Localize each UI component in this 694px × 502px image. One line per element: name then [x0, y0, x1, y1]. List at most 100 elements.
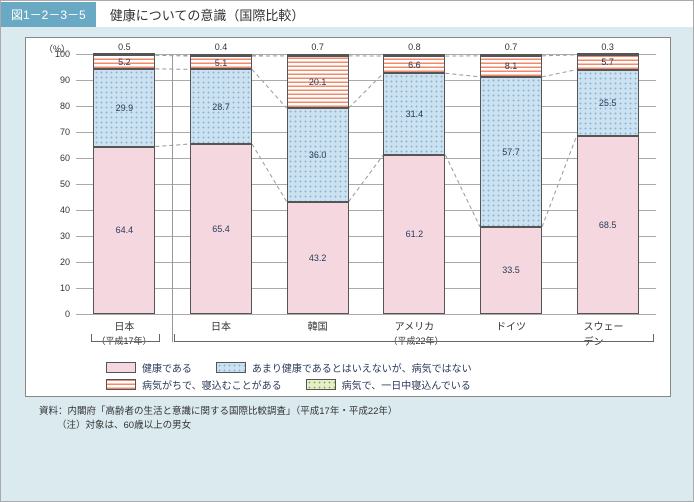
bar-segment — [577, 53, 639, 55]
bar-segment: 68.5 — [577, 136, 639, 314]
gridline — [76, 288, 656, 289]
year-bracket-1 — [91, 334, 160, 342]
group-divider — [172, 54, 173, 342]
y-tick: 60 — [60, 153, 70, 163]
bar-segment: 20.1 — [287, 56, 349, 108]
year-bracket-2 — [174, 334, 654, 342]
legend-label-often-sick: 病気がちで、寝込むことがある — [142, 377, 282, 392]
bar-segment: 36.0 — [287, 108, 349, 202]
bar-top-label: 0.5 — [118, 42, 131, 52]
footnote-source: 資料：内閣府「高齢者の生活と意識に関する国際比較調査」（平成17年・平成22年） — [39, 405, 397, 419]
bar-segment — [93, 53, 155, 55]
legend-swatch-bedridden — [306, 379, 336, 390]
gridline — [76, 262, 656, 263]
segment-value: 5.1 — [215, 58, 228, 68]
segment-value: 61.2 — [406, 229, 424, 239]
gridline — [76, 132, 656, 133]
bar-group: 64.429.95.20.5 — [93, 54, 155, 314]
gridline — [76, 210, 656, 211]
legend-label-bedridden: 病気で、一日中寝込んでいる — [342, 377, 471, 392]
figure-title: 健康についての意識（国際比較） — [110, 5, 305, 24]
bar-group: 65.428.75.10.4 — [190, 54, 252, 314]
bar-group: 43.236.020.10.7 — [287, 54, 349, 314]
bar-group: 61.231.46.60.8 — [383, 54, 445, 314]
segment-value: 5.2 — [118, 57, 131, 67]
bar-segment: 43.2 — [287, 202, 349, 314]
legend-swatch-healthy — [106, 362, 136, 373]
x-label: 韓国 — [308, 318, 328, 333]
gridline — [76, 106, 656, 107]
gridline — [76, 80, 656, 81]
chart-box: （%） 0102030405060708090100 64.429.95.20.… — [25, 37, 671, 397]
bar-segment: 5.7 — [577, 55, 639, 70]
bar-segment: 8.1 — [480, 56, 542, 77]
y-tick: 90 — [60, 75, 70, 85]
figure-number: 図1－2－3－5 — [1, 2, 96, 27]
y-tick: 50 — [60, 179, 70, 189]
segment-value: 25.5 — [599, 98, 617, 108]
segment-value: 57.7 — [502, 147, 520, 157]
y-tick: 70 — [60, 127, 70, 137]
x-label: ドイツ — [496, 318, 526, 333]
segment-value: 31.4 — [406, 109, 424, 119]
bar-top-label: 0.7 — [311, 42, 324, 52]
bar-top-label: 0.3 — [601, 42, 614, 52]
segment-value: 20.1 — [309, 77, 327, 87]
segment-value: 43.2 — [309, 253, 327, 263]
title-bar: 図1－2－3－5 健康についての意識（国際比較） — [1, 1, 693, 27]
bar-segment: 5.2 — [93, 55, 155, 69]
legend-swatch-not-healthy-not-sick — [216, 362, 246, 373]
footnote-note: （注）対象は、60歳以上の男女 — [57, 419, 397, 433]
y-axis: 0102030405060708090100 — [26, 54, 76, 314]
segment-value: 68.5 — [599, 220, 617, 230]
legend-label-not-healthy-not-sick: あまり健康であるとはいえないが、病気ではない — [252, 360, 472, 375]
segment-value: 6.6 — [408, 60, 421, 70]
bar-segment: 6.6 — [383, 56, 445, 73]
x-label: アメリカ — [395, 318, 435, 333]
segment-value: 5.7 — [601, 57, 614, 67]
x-label: 日本 — [211, 318, 231, 333]
bar-top-label: 0.8 — [408, 42, 421, 52]
y-tick: 30 — [60, 231, 70, 241]
gridline — [76, 236, 656, 237]
legend: 健康である あまり健康であるとはいえないが、病気ではない 病気がちで、寝込むこと… — [106, 360, 636, 394]
segment-value: 29.9 — [116, 103, 134, 113]
bar-segment: 61.2 — [383, 155, 445, 314]
x-label: 日本 — [114, 318, 134, 333]
chart-plot: 64.429.95.20.565.428.75.10.443.236.020.1… — [76, 54, 656, 314]
legend-swatch-often-sick — [106, 379, 136, 390]
x-axis-labels: 日本日本韓国アメリカドイツスウェーデン — [76, 318, 656, 334]
gridline — [76, 184, 656, 185]
y-tick: 40 — [60, 205, 70, 215]
gridline — [76, 54, 656, 55]
segment-value: 33.5 — [502, 265, 520, 275]
bar-segment: 28.7 — [190, 69, 252, 144]
segment-value: 28.7 — [212, 102, 230, 112]
gridline — [76, 158, 656, 159]
bar-segment — [383, 54, 445, 56]
bar-top-label: 0.7 — [505, 42, 518, 52]
y-tick: 80 — [60, 101, 70, 111]
bar-segment: 29.9 — [93, 69, 155, 147]
y-tick: 10 — [60, 283, 70, 293]
bar-group: 68.525.55.70.3 — [577, 54, 639, 314]
bar-segment: 5.1 — [190, 56, 252, 69]
bar-segment: 25.5 — [577, 70, 639, 136]
segment-value: 36.0 — [309, 150, 327, 160]
y-tick: 20 — [60, 257, 70, 267]
legend-label-healthy: 健康である — [142, 360, 192, 375]
figure-container: 図1－2－3－5 健康についての意識（国際比較） （%） 01020304050… — [0, 0, 694, 502]
bar-group: 33.557.78.10.7 — [480, 54, 542, 314]
bar-segment — [287, 54, 349, 56]
footnote: 資料：内閣府「高齢者の生活と意識に関する国際比較調査」（平成17年・平成22年）… — [39, 405, 397, 434]
y-tick: 0 — [65, 309, 70, 319]
segment-value: 8.1 — [505, 61, 518, 71]
bar-segment: 57.7 — [480, 77, 542, 227]
bar-segment — [190, 54, 252, 56]
gridline — [76, 314, 656, 315]
segment-value: 64.4 — [116, 225, 134, 235]
bar-segment: 65.4 — [190, 144, 252, 314]
bar-segment: 31.4 — [383, 73, 445, 155]
segment-value: 65.4 — [212, 224, 230, 234]
bar-segment: 64.4 — [93, 147, 155, 314]
